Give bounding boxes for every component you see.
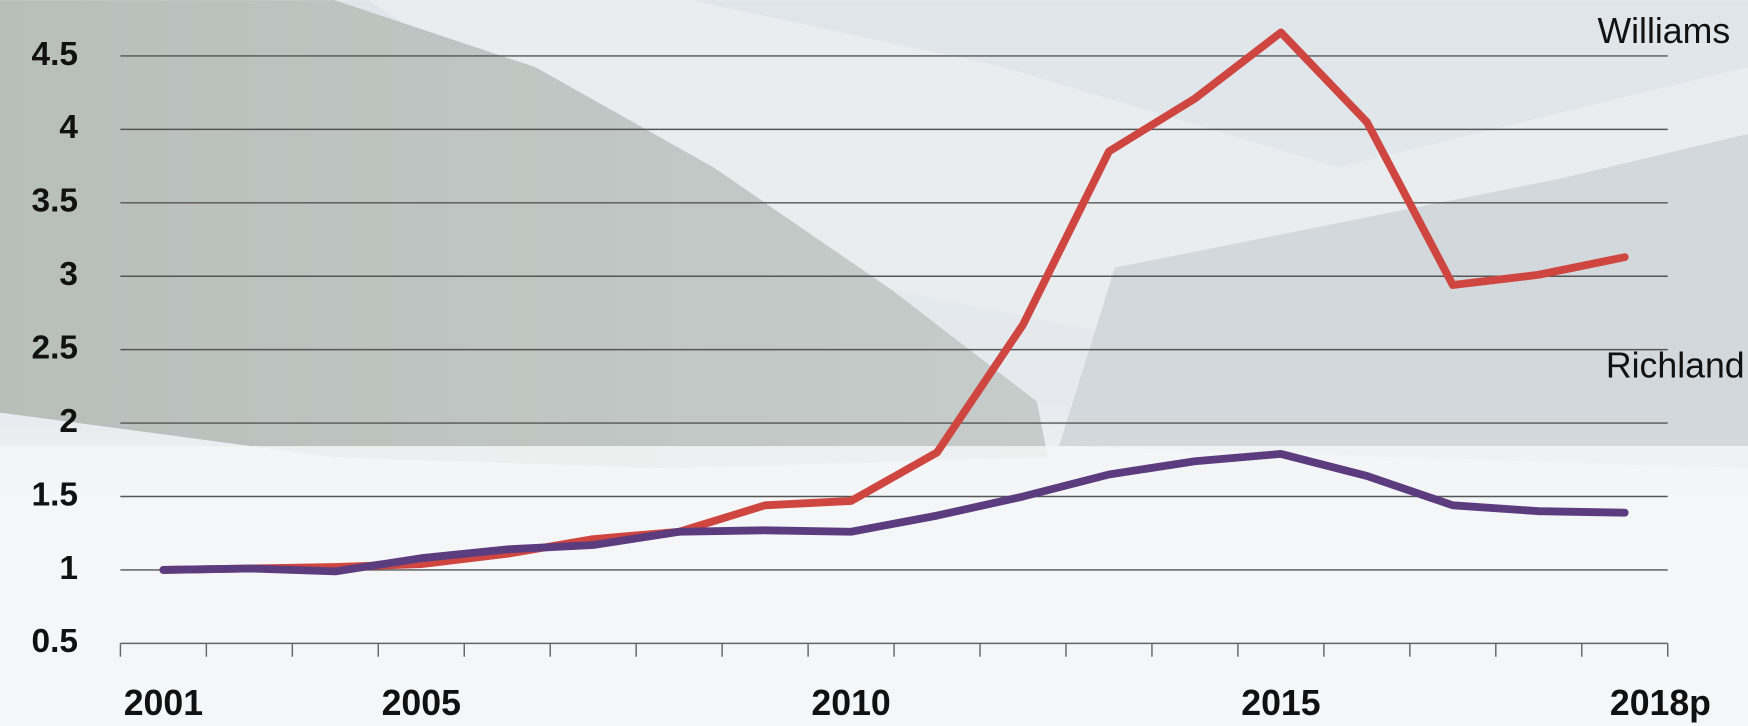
y-tick-label: 2 (59, 403, 78, 440)
y-tick-label: 3 (59, 256, 78, 293)
series-label: Richland (1606, 345, 1745, 385)
x-tick-label: 2018p (1610, 683, 1711, 723)
x-tick-label: 2005 (382, 683, 461, 723)
far-hills (1059, 133, 1748, 469)
y-tick-label: 4.5 (32, 36, 78, 73)
y-tick-label: 4 (59, 109, 78, 146)
y-tick-label: 2.5 (32, 329, 78, 366)
snow (0, 446, 1748, 726)
series-line (159, 28, 1629, 574)
x-tick-label: 2010 (811, 683, 890, 723)
y-tick-label: 1.5 (32, 476, 78, 513)
series-line (159, 450, 1629, 576)
x-tick-label: 2015 (1241, 683, 1320, 723)
forest (0, 0, 1048, 469)
y-tick-label: 3.5 (32, 183, 78, 220)
x-tick-label: 2001 (124, 683, 203, 723)
series-label: Williams (1597, 11, 1730, 51)
y-tick-label: 1 (59, 550, 78, 587)
y-tick-label: 0.5 (32, 623, 78, 660)
